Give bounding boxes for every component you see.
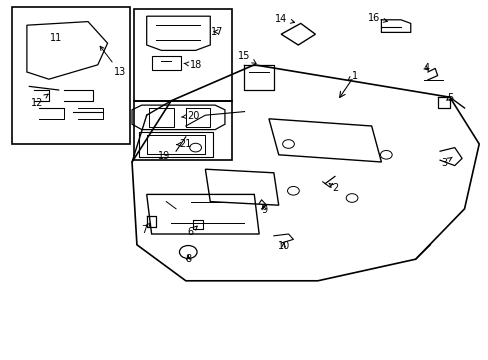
Text: 9: 9 [261,204,266,215]
Text: 13: 13 [100,46,126,77]
Text: 6: 6 [187,226,197,237]
Text: 16: 16 [367,13,386,23]
Bar [134,101,232,160]
Text: 15: 15 [238,51,256,63]
Text: 7: 7 [141,223,150,235]
Text: 5: 5 [446,93,452,103]
Text: 2: 2 [328,183,337,193]
Text: 19: 19 [157,150,170,161]
Text: 21: 21 [176,139,192,149]
Text: 11: 11 [50,33,62,43]
Bar [12,7,129,144]
Text: 17: 17 [211,27,224,37]
Text: 4: 4 [423,63,428,73]
Bar [134,9,232,101]
Text: 14: 14 [274,14,294,24]
Text: 1: 1 [347,71,357,81]
Text: 10: 10 [277,240,289,251]
Text: 20: 20 [181,111,199,121]
Text: 3: 3 [440,157,451,168]
Text: 18: 18 [183,60,202,70]
Text: 8: 8 [185,254,191,264]
Text: 12: 12 [30,94,48,108]
